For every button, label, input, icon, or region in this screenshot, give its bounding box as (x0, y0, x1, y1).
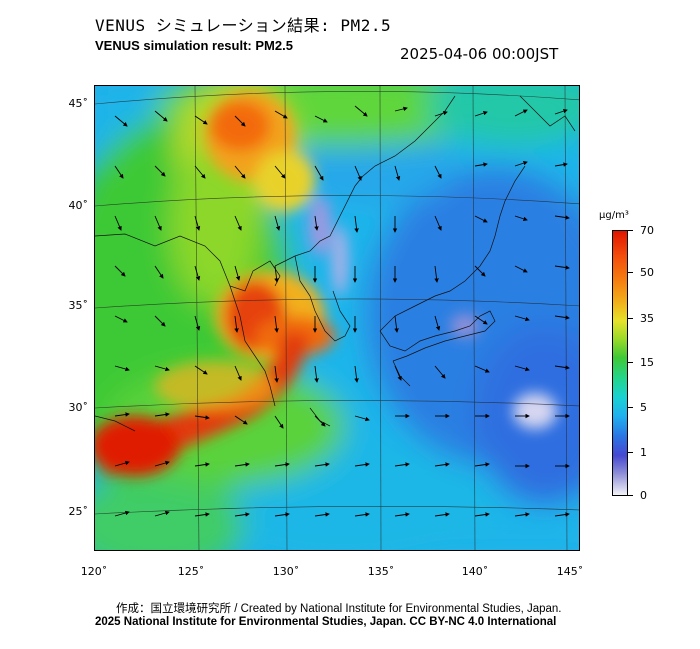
lon-label-125: 125˚ (177, 565, 205, 578)
colorbar-tick (628, 452, 633, 453)
colorbar-tick (628, 495, 633, 496)
colorbar-label-1: 1 (640, 446, 647, 459)
lat-label-25: 25˚ (68, 505, 89, 518)
lon-label-145: 145˚ (556, 565, 584, 578)
title-japanese: VENUS シミュレーション結果: PM2.5 (95, 16, 392, 35)
colorbar-label-5: 5 (640, 401, 647, 414)
lon-label-130: 130˚ (272, 565, 300, 578)
coastlines (95, 95, 576, 432)
colorbar-tick (628, 407, 633, 408)
concentration-field (95, 86, 579, 550)
lon-label-120: 120˚ (80, 565, 108, 578)
high-concentration-plumes (95, 91, 557, 476)
lat-label-35: 35˚ (68, 299, 89, 312)
colorbar (612, 230, 628, 496)
lat-label-30: 30˚ (68, 401, 89, 414)
forecast-timestamp: 2025-04-06 00:00JST (400, 45, 559, 63)
lon-label-135: 135˚ (367, 565, 395, 578)
colorbar-tick (628, 230, 633, 231)
pm25-map (94, 85, 580, 551)
credit-line-1: 作成：国立環境研究所 / Created by National Institu… (116, 603, 562, 615)
pm25-map-svg (95, 86, 579, 550)
colorbar-label-50: 50 (640, 266, 654, 279)
colorbar-unit: μg/m³ (599, 210, 629, 221)
colorbar-label-0: 0 (640, 489, 647, 502)
colorbar-label-35: 35 (640, 312, 654, 325)
title-english: VENUS simulation result: PM2.5 (95, 38, 293, 53)
lon-label-140: 140˚ (461, 565, 489, 578)
colorbar-label-70: 70 (640, 224, 654, 237)
colorbar-tick (628, 318, 633, 319)
graticule (95, 86, 579, 550)
lat-label-45: 45˚ (68, 97, 89, 110)
colorbar-tick (628, 272, 633, 273)
lat-label-40: 40˚ (68, 199, 89, 212)
wind-vectors (114, 105, 570, 517)
colorbar-label-15: 15 (640, 356, 654, 369)
colorbar-tick (628, 362, 633, 363)
credit-line-2: 2025 National Institute for Environmenta… (95, 616, 557, 628)
